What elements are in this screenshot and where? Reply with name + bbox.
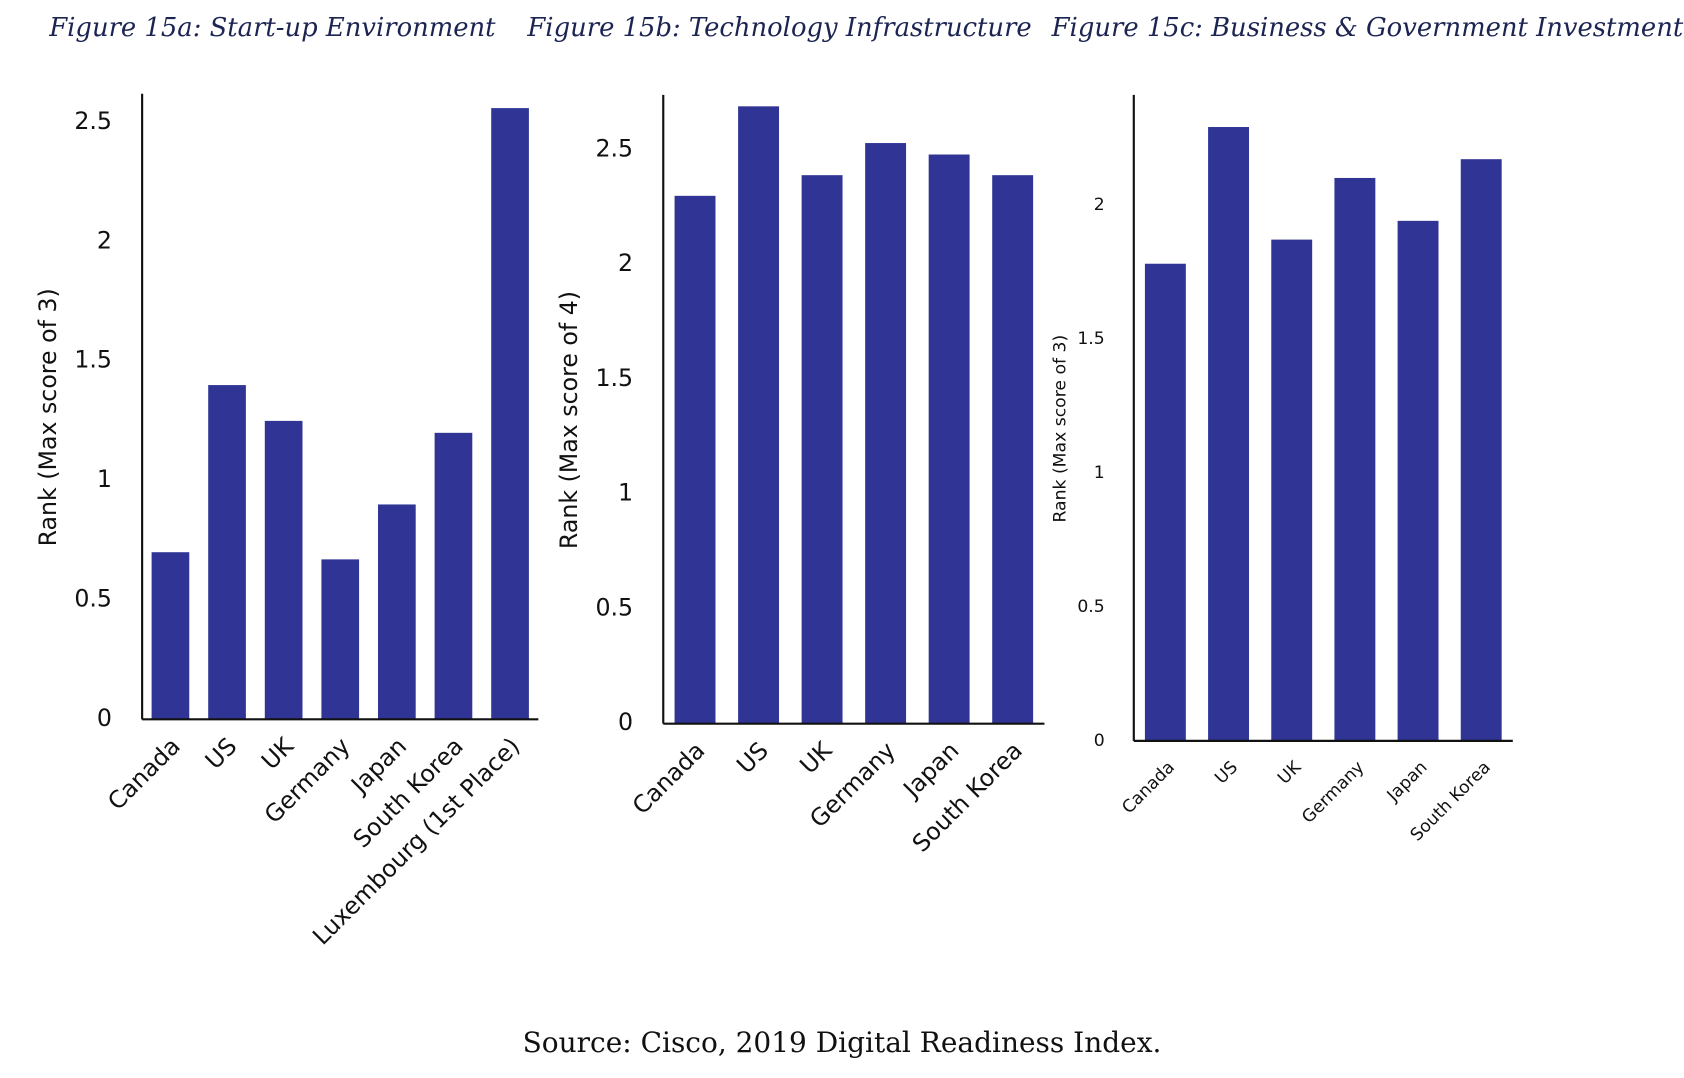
source-note: Source: Cisco, 2019 Digital Readiness In… (523, 1026, 1162, 1059)
x-tick-label: Japan (1383, 758, 1432, 807)
x-tick-label: UK (1274, 757, 1306, 789)
chart-title: Figure 15c: Business & Government Invest… (1051, 13, 1684, 43)
bar (321, 559, 360, 720)
y-tick-label: 0 (97, 704, 112, 732)
x-tick-label: Canada (627, 736, 710, 819)
bar (1397, 220, 1439, 741)
chart-title: Figure 15b: Technology Infrastructure (526, 13, 1031, 43)
bar (1460, 159, 1502, 741)
y-axis-title: Rank (Max score of 3) (1051, 335, 1071, 523)
x-tick-label: Canada (102, 732, 185, 815)
bar (1208, 127, 1250, 741)
y-tick-label: 1 (97, 465, 112, 493)
y-tick-label: 0.5 (595, 593, 633, 621)
bar (928, 154, 970, 724)
x-tick-label: UK (794, 735, 838, 779)
x-tick-label: US (731, 736, 774, 779)
y-tick-label: 1.5 (74, 346, 112, 374)
bar (264, 420, 303, 720)
bar (491, 108, 529, 720)
bar (992, 175, 1034, 724)
bar (1334, 177, 1376, 741)
y-tick-label: 2 (618, 249, 633, 277)
y-tick-label: 2 (97, 226, 112, 254)
bar (434, 432, 473, 720)
y-tick-label: 0 (618, 708, 633, 736)
x-tick-label: UK (256, 731, 300, 775)
x-tick-label: US (1211, 758, 1242, 789)
y-tick-label: 0 (1094, 731, 1105, 751)
bar (208, 385, 246, 720)
y-tick-label: 2.5 (74, 107, 112, 135)
bar (674, 195, 716, 724)
bar (801, 175, 843, 724)
y-tick-label: 1 (618, 479, 633, 507)
y-tick-label: 1 (1094, 463, 1105, 483)
y-axis-title: Rank (Max score of 3) (34, 288, 62, 546)
x-tick-label: South Korea (907, 736, 1028, 857)
y-axis-title: Rank (Max score of 4) (555, 291, 583, 549)
x-tick-label: Germany (1298, 758, 1368, 828)
y-tick-label: 1.5 (1077, 329, 1104, 349)
y-tick-label: 0.5 (1077, 597, 1104, 617)
chart-title: Figure 15a: Start-up Environment (48, 13, 496, 43)
y-tick-label: 0.5 (74, 584, 112, 612)
bar (151, 552, 190, 720)
bar (738, 106, 780, 724)
y-tick-label: 2.5 (595, 134, 633, 162)
x-tick-label: US (200, 732, 243, 775)
bar (1271, 239, 1313, 741)
y-tick-label: 2 (1094, 195, 1105, 215)
bar (865, 143, 907, 724)
bar (378, 504, 416, 720)
bar (1144, 263, 1186, 741)
x-tick-label: Canada (1118, 758, 1178, 818)
y-tick-label: 1.5 (595, 364, 633, 392)
